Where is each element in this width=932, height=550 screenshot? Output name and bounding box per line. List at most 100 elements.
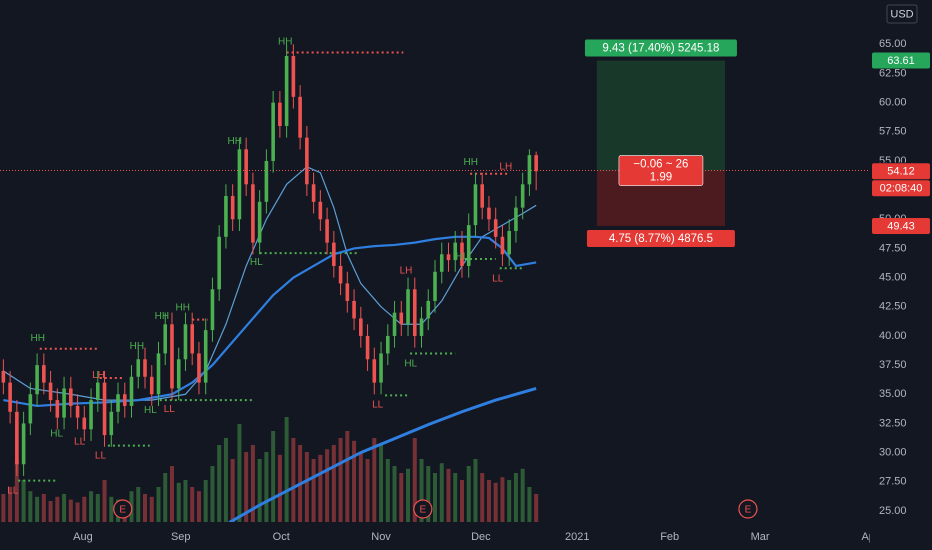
volume-bar bbox=[149, 496, 154, 522]
x-tick-label: Dec bbox=[471, 531, 491, 543]
volume-bar bbox=[291, 438, 296, 522]
candle-body bbox=[62, 388, 66, 418]
candle-body bbox=[359, 318, 363, 336]
volume-bar bbox=[95, 494, 100, 522]
volume-bar bbox=[500, 477, 505, 522]
candle-body bbox=[406, 289, 410, 325]
volume-bar bbox=[412, 438, 417, 522]
swing-label: HH bbox=[130, 341, 144, 352]
candle-body bbox=[156, 353, 161, 395]
plot-area: LL HH HL LL LH LL HH HL HH LL HH HH HL HH LL LH HL HL HH LL… bbox=[0, 37, 870, 522]
candle-body bbox=[210, 289, 215, 331]
volume-bar bbox=[446, 468, 451, 522]
volume-bar bbox=[271, 431, 276, 522]
candle-body bbox=[480, 184, 485, 208]
candle-body bbox=[291, 55, 296, 97]
swing-label: HH bbox=[278, 37, 292, 48]
swing-label: HH bbox=[464, 157, 478, 168]
candle-body bbox=[332, 242, 336, 266]
y-tick-label: 40.00 bbox=[879, 330, 907, 342]
candle-body bbox=[460, 242, 464, 266]
x-tick-label: Feb bbox=[660, 531, 679, 543]
earnings-marker bbox=[738, 499, 758, 519]
swing-label: LL bbox=[95, 451, 107, 462]
candle-body bbox=[352, 300, 356, 319]
volume-bar bbox=[385, 459, 390, 522]
candle-body bbox=[109, 411, 114, 436]
earnings-label: E bbox=[420, 505, 427, 516]
x-tick-label: Aug bbox=[73, 531, 93, 543]
candle-body bbox=[1, 370, 6, 383]
currency-box[interactable] bbox=[886, 4, 918, 24]
swing-label: LL bbox=[372, 399, 384, 410]
candle-body bbox=[372, 359, 377, 383]
volume-bar bbox=[82, 496, 87, 522]
swing-label: HL bbox=[404, 359, 417, 370]
candle-body bbox=[487, 207, 491, 220]
candle-body bbox=[251, 184, 255, 243]
volume-bar bbox=[250, 445, 255, 522]
price-badge-label: 63.61 bbox=[887, 55, 915, 67]
y-tick-label: 42.50 bbox=[879, 301, 907, 313]
stop-label-box bbox=[586, 229, 735, 247]
candle-body bbox=[412, 289, 417, 336]
candle-body bbox=[42, 365, 46, 383]
x-tick-label: Nov bbox=[371, 531, 391, 543]
x-tick-label: 2021 bbox=[565, 531, 589, 543]
countdown-label: 02:08:40 bbox=[880, 183, 923, 195]
candle-body bbox=[95, 382, 100, 401]
candle-body bbox=[365, 335, 370, 360]
candle-body bbox=[48, 382, 53, 401]
volume-bar bbox=[163, 473, 168, 522]
candle-body bbox=[69, 388, 73, 406]
candle-body bbox=[271, 102, 275, 161]
candle-body bbox=[28, 394, 33, 424]
swing-label: HH bbox=[176, 303, 190, 314]
candle-body bbox=[197, 353, 201, 383]
volume-bar bbox=[62, 494, 67, 522]
volume-bar bbox=[136, 487, 141, 522]
y-tick-label: 47.50 bbox=[879, 242, 907, 254]
swing-label: HL bbox=[250, 257, 263, 268]
volume-bar bbox=[169, 466, 174, 522]
candle-body bbox=[473, 184, 478, 226]
candle-body bbox=[170, 324, 174, 389]
candle-body bbox=[257, 201, 262, 243]
candle-body bbox=[35, 365, 39, 395]
currency-label: USD bbox=[890, 8, 913, 20]
swing-label: HH bbox=[155, 311, 169, 322]
x-tick-label: Oct bbox=[273, 531, 290, 543]
candle-body bbox=[15, 411, 19, 465]
volume-bar bbox=[143, 494, 147, 522]
volume-bar bbox=[210, 466, 215, 522]
volume-bar bbox=[190, 487, 195, 522]
y-tick-label: 45.00 bbox=[879, 272, 907, 284]
countdown-badge bbox=[872, 180, 930, 197]
swing-label: LL bbox=[74, 437, 86, 448]
volume-bar bbox=[277, 454, 282, 522]
volume-bar bbox=[35, 496, 40, 522]
volume-bar bbox=[48, 501, 53, 522]
volume-bar bbox=[257, 459, 262, 522]
y-tick-label: 57.50 bbox=[879, 126, 907, 138]
volume-bar bbox=[264, 452, 269, 522]
volume-bar bbox=[453, 473, 458, 522]
x-tick-label: Mar bbox=[751, 531, 770, 543]
volume-bar bbox=[493, 482, 498, 522]
volume-bar bbox=[419, 459, 424, 522]
mid-label: −0.06 ~ 26 bbox=[633, 159, 688, 171]
volume-bar bbox=[183, 480, 188, 522]
swing-label: HL bbox=[50, 429, 63, 440]
swing-label: LL bbox=[492, 273, 504, 284]
candle-body bbox=[439, 254, 444, 272]
volume-bar bbox=[466, 466, 471, 522]
volume-bar bbox=[352, 440, 357, 522]
volume-bar bbox=[217, 445, 222, 522]
target-label-box bbox=[584, 39, 737, 57]
volume-bar bbox=[223, 438, 228, 522]
candle-body bbox=[75, 405, 80, 418]
volume-bar bbox=[311, 459, 316, 522]
volume-bar bbox=[230, 459, 235, 522]
candle-body bbox=[426, 300, 431, 319]
